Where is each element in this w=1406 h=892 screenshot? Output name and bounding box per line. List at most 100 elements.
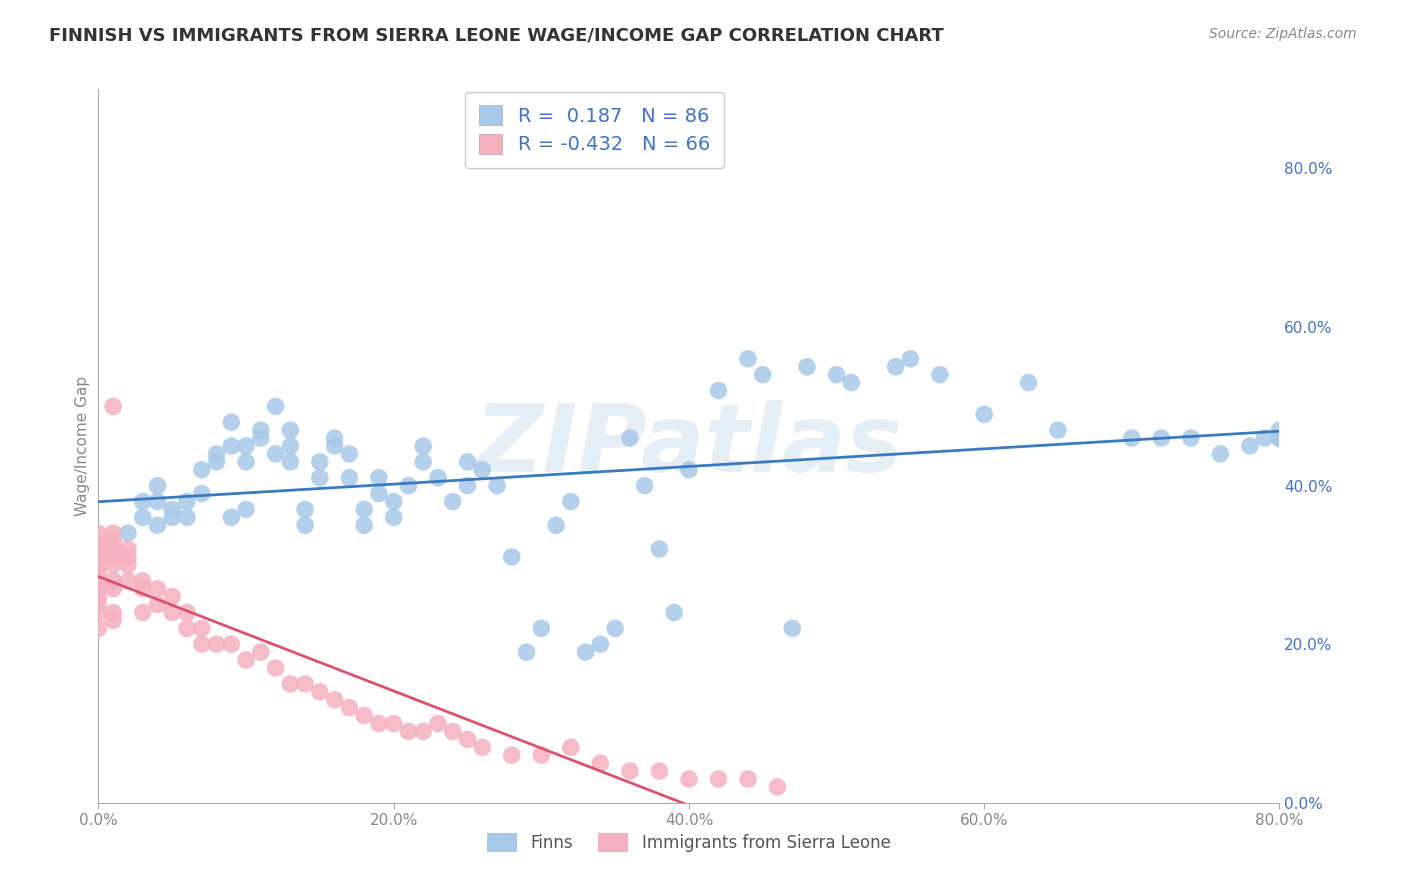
Point: [1150, 431, 1173, 445]
Legend: Finns, Immigrants from Sierra Leone: Finns, Immigrants from Sierra Leone: [481, 826, 897, 859]
Point: [546, 518, 568, 533]
Text: FINNISH VS IMMIGRANTS FROM SIERRA LEONE WAGE/INCOME GAP CORRELATION CHART: FINNISH VS IMMIGRANTS FROM SIERRA LEONE …: [49, 27, 943, 45]
Point: [146, 494, 169, 508]
Point: [737, 772, 759, 786]
Point: [294, 502, 316, 516]
Point: [87, 526, 110, 541]
Point: [368, 716, 391, 731]
Point: [176, 606, 198, 620]
Point: [884, 359, 907, 374]
Point: [368, 471, 391, 485]
Point: [162, 502, 183, 516]
Point: [560, 494, 582, 508]
Point: [162, 510, 183, 524]
Point: [103, 549, 125, 564]
Point: [323, 692, 346, 706]
Point: [162, 606, 183, 620]
Y-axis label: Wage/Income Gap: Wage/Income Gap: [75, 376, 90, 516]
Point: [103, 400, 125, 414]
Point: [382, 510, 405, 524]
Point: [191, 486, 214, 500]
Point: [264, 400, 287, 414]
Point: [589, 756, 612, 771]
Point: [471, 740, 494, 755]
Point: [353, 502, 375, 516]
Point: [619, 764, 641, 778]
Point: [737, 351, 759, 366]
Point: [382, 716, 405, 731]
Point: [87, 606, 110, 620]
Point: [619, 431, 641, 445]
Point: [841, 376, 863, 390]
Point: [427, 471, 450, 485]
Point: [117, 542, 139, 557]
Point: [250, 423, 273, 437]
Point: [457, 455, 479, 469]
Point: [605, 621, 627, 635]
Point: [103, 606, 125, 620]
Point: [368, 486, 391, 500]
Point: [412, 439, 434, 453]
Point: [339, 700, 361, 714]
Point: [900, 351, 922, 366]
Point: [87, 542, 110, 557]
Point: [221, 415, 243, 429]
Point: [280, 677, 302, 691]
Point: [205, 637, 228, 651]
Point: [87, 534, 110, 549]
Point: [132, 582, 155, 596]
Point: [146, 478, 169, 492]
Point: [176, 510, 198, 524]
Point: [205, 455, 228, 469]
Point: [280, 423, 302, 437]
Point: [1121, 431, 1143, 445]
Point: [664, 606, 686, 620]
Point: [516, 645, 538, 659]
Point: [294, 677, 316, 691]
Point: [1180, 431, 1202, 445]
Point: [87, 621, 110, 635]
Point: [339, 471, 361, 485]
Point: [678, 772, 700, 786]
Point: [250, 431, 273, 445]
Point: [191, 621, 214, 635]
Point: [280, 455, 302, 469]
Point: [929, 368, 952, 382]
Point: [117, 526, 139, 541]
Point: [87, 566, 110, 580]
Point: [648, 764, 671, 778]
Point: [221, 510, 243, 524]
Point: [1018, 376, 1040, 390]
Point: [221, 439, 243, 453]
Point: [973, 407, 995, 421]
Point: [441, 494, 464, 508]
Point: [353, 518, 375, 533]
Point: [117, 574, 139, 588]
Point: [117, 558, 139, 572]
Point: [825, 368, 848, 382]
Point: [457, 732, 479, 747]
Point: [162, 590, 183, 604]
Point: [250, 645, 273, 659]
Point: [353, 708, 375, 723]
Point: [87, 598, 110, 612]
Point: [501, 748, 523, 763]
Point: [309, 471, 332, 485]
Point: [1268, 431, 1291, 445]
Point: [294, 518, 316, 533]
Point: [1268, 431, 1291, 445]
Point: [87, 582, 110, 596]
Point: [103, 582, 125, 596]
Point: [205, 447, 228, 461]
Point: [457, 478, 479, 492]
Point: [176, 621, 198, 635]
Point: [132, 574, 155, 588]
Point: [132, 494, 155, 508]
Point: [323, 431, 346, 445]
Point: [264, 447, 287, 461]
Point: [87, 558, 110, 572]
Point: [235, 502, 257, 516]
Point: [796, 359, 818, 374]
Point: [103, 542, 125, 557]
Point: [176, 494, 198, 508]
